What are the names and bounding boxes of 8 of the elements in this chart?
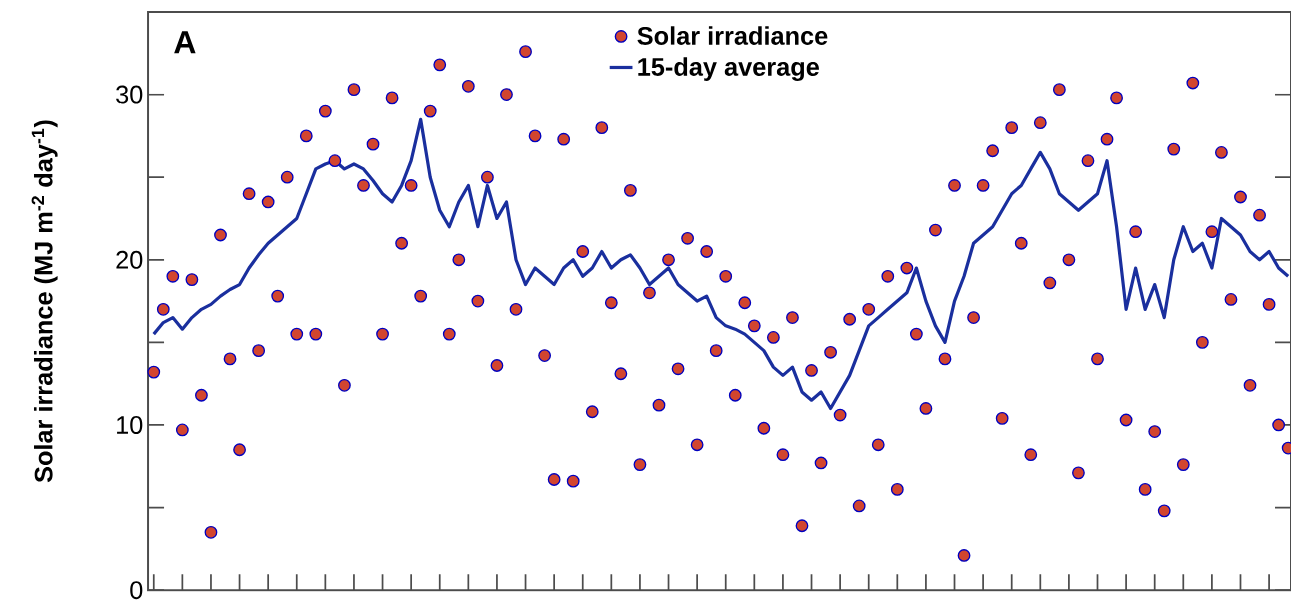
annotation: A: [174, 31, 196, 54]
y-tick-label: 0: [130, 581, 143, 600]
y-tick-label: 30: [116, 85, 143, 104]
y-tick-label: 10: [117, 415, 143, 434]
legend-label: 15-day average: [638, 57, 819, 81]
y-tick-label: 20: [116, 250, 143, 269]
y-axis-title: Solar irradiance (MJ m$^{-2}$ day$^{-1}$): [31, 120, 58, 483]
legend-label: Solar irradiance: [637, 26, 828, 45]
